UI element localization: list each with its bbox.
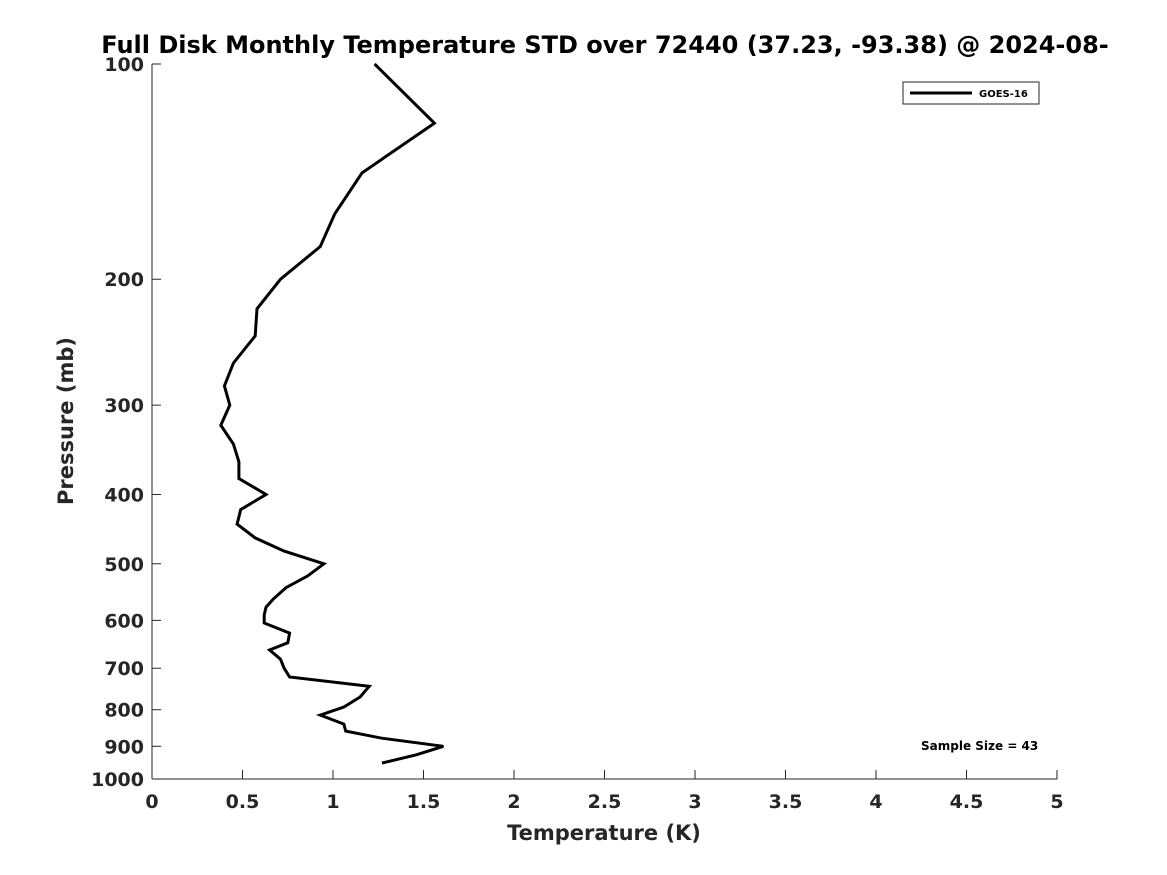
x-ticks: 0 0.5 1 1.5 2 2.5 3 3.5 4 4.5 5 [145, 770, 1064, 813]
y-tick-label: 500 [104, 554, 144, 576]
chart-title: Full Disk Monthly Temperature STD over 7… [101, 31, 1108, 59]
x-tick-label: 1 [326, 791, 339, 813]
y-tick-label: 900 [104, 736, 144, 758]
x-tick-label: 5 [1050, 791, 1063, 813]
series-line-goes-16 [219, 62, 444, 765]
y-axis-label: Pressure (mb) [54, 337, 78, 505]
x-tick-label: 1.5 [407, 791, 441, 813]
y-tick-label: 700 [104, 658, 144, 680]
x-tick-label: 3 [688, 791, 701, 813]
y-tick-label: 400 [104, 484, 144, 506]
y-tick-label: 300 [104, 395, 144, 417]
x-tick-label: 3.5 [769, 791, 803, 813]
x-tick-label: 4 [869, 791, 882, 813]
y-tick-label: 600 [104, 610, 144, 632]
series-layer [219, 62, 444, 765]
x-axis-label: Temperature (K) [507, 821, 701, 845]
y-tick-label: 100 [104, 54, 144, 76]
legend: GOES-16 [902, 81, 1040, 105]
sample-size-annotation: Sample Size = 43 [921, 739, 1038, 753]
x-tick-label: 4.5 [950, 791, 984, 813]
y-ticks: 100 200 300 400 500 600 700 800 900 1000 [91, 54, 161, 791]
plot-area: 0 0.5 1 1.5 2 2.5 3 3.5 4 4.5 5 100 200 300 400 500 600… [91, 54, 1064, 813]
x-tick-label: 2 [507, 791, 520, 813]
legend-label-goes-16: GOES-16 [979, 89, 1028, 100]
x-tick-label: 2.5 [588, 791, 622, 813]
x-tick-label: 0 [145, 791, 158, 813]
y-tick-label: 200 [104, 269, 144, 291]
x-tick-label: 0.5 [226, 791, 260, 813]
y-tick-label: 800 [104, 700, 144, 722]
y-tick-label: 1000 [91, 769, 144, 791]
